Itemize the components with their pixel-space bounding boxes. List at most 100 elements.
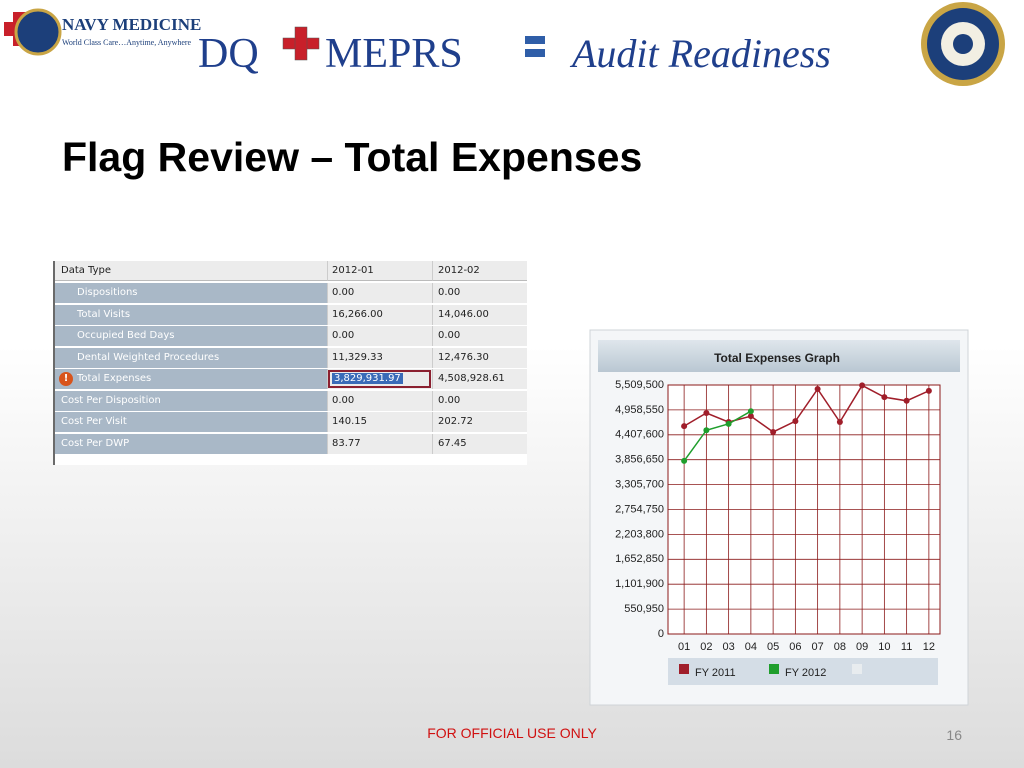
table-cell: 0.00 xyxy=(327,283,432,303)
table-cell: 11,329.33 xyxy=(327,347,432,368)
table-cell: 4,508,928.61 xyxy=(432,369,527,389)
data-point xyxy=(681,457,688,464)
legend-band xyxy=(668,658,938,685)
table-cell: Total Visits xyxy=(55,304,327,325)
table-cell: 14,046.00 xyxy=(432,304,527,325)
x-tick-label: 04 xyxy=(745,641,757,653)
cell-text: Occupied Bed Days xyxy=(77,330,175,341)
table-cell: 0.00 xyxy=(327,390,432,411)
data-point xyxy=(792,418,799,425)
table-cell: 12,476.30 xyxy=(432,347,527,368)
table-cell: 0.00 xyxy=(432,283,527,303)
x-tick-label: 05 xyxy=(767,641,779,653)
cell-text: 3,829,931.97 xyxy=(332,373,403,384)
y-tick-label: 3,856,650 xyxy=(615,454,664,466)
cell-text: 140.15 xyxy=(332,416,367,427)
y-tick-label: 0 xyxy=(658,628,664,640)
cell-text: Cost Per Visit xyxy=(61,416,127,427)
plus-icon xyxy=(282,26,320,61)
cell-text: 0.00 xyxy=(438,287,461,298)
data-point xyxy=(703,409,710,416)
column-header: 2012-02 xyxy=(432,261,527,281)
y-tick-label: 5,509,500 xyxy=(615,379,664,391)
cell-text: 14,046.00 xyxy=(438,308,489,320)
data-point xyxy=(814,386,821,393)
data-point xyxy=(747,413,754,420)
y-tick-label: 2,203,800 xyxy=(615,528,664,540)
cell-text: Dental Weighted Procedures xyxy=(77,351,220,363)
x-tick-label: 08 xyxy=(834,641,846,653)
cell-text: 0.00 xyxy=(332,394,355,406)
x-tick-label: 01 xyxy=(678,641,690,653)
y-tick-label: 3,305,700 xyxy=(615,479,664,491)
warning-icon: ! xyxy=(59,372,73,386)
x-tick-label: 06 xyxy=(789,641,801,653)
table-cell: Cost Per Disposition xyxy=(55,390,327,411)
cell-text: 0.00 xyxy=(332,287,355,298)
table-cell: 0.00 xyxy=(432,326,527,346)
cell-text: Total Expenses xyxy=(77,373,152,384)
cell-text: Cost Per Disposition xyxy=(61,394,161,406)
legend-label: FY 2011 xyxy=(695,667,736,679)
cell-text: 16,266.00 xyxy=(332,308,383,320)
y-tick-label: 4,407,600 xyxy=(615,429,664,441)
equals-icon xyxy=(525,36,545,57)
legend-empty-swatch xyxy=(852,664,862,674)
table-row: Total Visits 16,266.00 14,046.00 xyxy=(55,304,527,326)
chart-title-band xyxy=(598,340,960,372)
cell-text: Dispositions xyxy=(77,287,138,298)
table-cell: ! Total Expenses xyxy=(55,369,327,389)
cell-text: 67.45 xyxy=(438,437,467,449)
table-row: Cost Per Disposition 0.00 0.00 xyxy=(55,390,527,412)
header-dq: DQ xyxy=(198,31,259,77)
page-number: 16 xyxy=(946,727,962,743)
cell-text: 0.00 xyxy=(332,330,355,341)
data-point xyxy=(770,428,777,435)
x-tick-label: 03 xyxy=(723,641,735,653)
table-cell: Occupied Bed Days xyxy=(55,326,327,346)
cell-text: 0.00 xyxy=(438,394,461,406)
y-tick-label: 2,754,750 xyxy=(615,503,664,515)
table-cell: 67.45 xyxy=(432,433,527,454)
table-row: Dispositions 0.00 0.00 xyxy=(55,283,527,304)
table-cell: Cost Per Visit xyxy=(55,412,327,432)
data-point xyxy=(881,394,888,401)
data-point xyxy=(681,423,688,430)
table-cell: 140.15 xyxy=(327,412,432,432)
y-tick-label: 4,958,550 xyxy=(615,404,664,416)
legend-label: FY 2012 xyxy=(785,667,826,679)
x-tick-label: 02 xyxy=(700,641,712,653)
navy-logo: NAVY MEDICINE World Class Care…Anytime, … xyxy=(4,8,201,56)
slide-title: Flag Review – Total Expenses xyxy=(62,134,642,180)
data-point xyxy=(925,387,932,394)
chart: 0 550,950 1,101,900 1,652,850 2,203,800 2,754… xyxy=(615,379,940,679)
cell-text: 202.72 xyxy=(438,416,473,427)
table-row: Cost Per DWP 83.77 67.45 xyxy=(55,433,527,455)
logo-tagline: World Class Care…Anytime, Anywhere xyxy=(62,38,192,47)
x-tick-label: 10 xyxy=(878,641,890,653)
cell-text: Total Visits xyxy=(77,308,131,320)
table-cell: 16,266.00 xyxy=(327,304,432,325)
y-tick-label: 1,101,900 xyxy=(615,578,664,590)
x-tick-label: 07 xyxy=(812,641,824,653)
header-row: Data Type 2012-01 2012-02 xyxy=(55,261,527,282)
table-row: Dental Weighted Procedures 11,329.33 12,47… xyxy=(55,347,527,369)
data-point xyxy=(836,419,843,426)
data-point xyxy=(903,397,910,404)
table-cell: 202.72 xyxy=(432,412,527,432)
x-tick-label: 12 xyxy=(923,641,935,653)
logo-title: NAVY MEDICINE xyxy=(62,15,201,34)
column-header: Data Type xyxy=(55,261,327,281)
data-point xyxy=(747,408,754,415)
x-tick-label: 09 xyxy=(856,641,868,653)
legend-swatch xyxy=(769,664,779,674)
y-tick-label: 550,950 xyxy=(624,603,664,615)
table-cell: 0.00 xyxy=(432,390,527,411)
data-point xyxy=(725,420,732,427)
classification: FOR OFFICIAL USE ONLY xyxy=(427,725,597,741)
table-cell: Dental Weighted Procedures xyxy=(55,347,327,368)
series-line xyxy=(683,410,752,462)
series-line xyxy=(683,384,930,433)
